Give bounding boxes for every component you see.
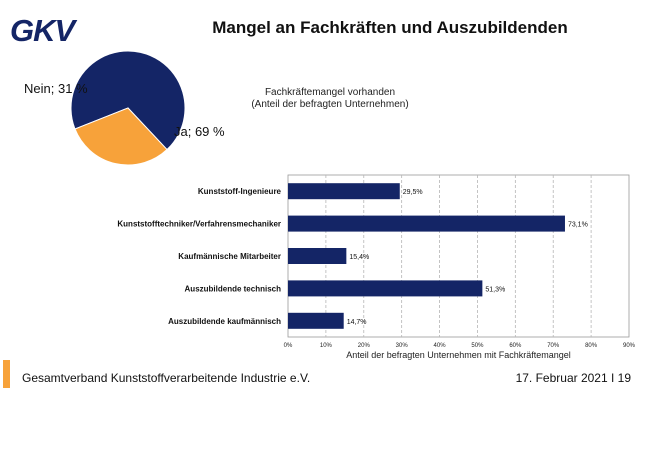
bar-data-label: 73,1% [568,222,588,229]
bar-x-tick-label: 30% [396,343,409,349]
pie-label-ja: Ja; 69 % [174,124,225,139]
pie-caption: Fachkräftemangel vorhanden (Anteil der b… [200,87,460,111]
footer-date-page: 17. Februar 2021 I 19 [515,371,631,385]
pie-slice-ja [70,50,186,151]
bar-x-tick-label: 80% [585,343,598,349]
bar-category-label: Auszubildende kaufmännisch [168,317,281,326]
slide-title: Mangel an Fachkräften und Auszubildenden [212,18,568,37]
gkv-logo: GKV [10,13,79,46]
footer-organization: Gesamtverband Kunststoffverarbeitende In… [22,371,311,385]
bar-category-label: Kaufmännische Mitarbeiter [178,252,281,261]
bar-x-tick-label: 50% [471,343,484,349]
bar-x-tick-label: 0% [284,343,293,349]
pie-chart [70,50,186,166]
bar-chart: 0% 10% 20% 30% 40% 50% 60% 70% 80% 90% Kunststoff-… [117,174,636,360]
footer-accent-bar [3,360,10,388]
bar-data-label: 29,5% [403,189,423,196]
pie-title: Fachkräftemangel vorhanden [264,87,396,98]
bar-data-label: 51,3% [485,286,505,293]
pie-slice-nein [74,107,168,166]
bar-category-label: Kunststofftechniker/Verfahrensmechaniker [117,220,281,229]
bar-data-label: 14,7% [347,319,367,326]
pie-subtitle: (Anteil der befragten Unternehmen) [251,99,409,110]
bar-x-tick-label: 10% [320,343,333,349]
bar [288,280,483,297]
bar [288,183,400,200]
bar [288,215,565,232]
bar-data-label: 15,4% [349,254,369,261]
bar-x-axis-title: Anteil der befragten Unternehmen mit Fac… [346,350,571,360]
bar [288,312,344,329]
bar-x-tick-label: 60% [509,343,522,349]
bar-category-label: Auszubildende technisch [185,284,282,293]
bar-x-tick-label: 20% [358,343,371,349]
bar-x-tick-label: 70% [547,343,560,349]
pie-label-nein: Nein; 31 % [24,81,88,96]
bar [288,248,347,264]
bar-x-tick-label: 40% [434,343,447,349]
bar-x-tick-label: 90% [623,343,636,349]
logo-text: GKV [10,13,78,46]
bar-category-label: Kunststoff-Ingenieure [198,187,282,196]
